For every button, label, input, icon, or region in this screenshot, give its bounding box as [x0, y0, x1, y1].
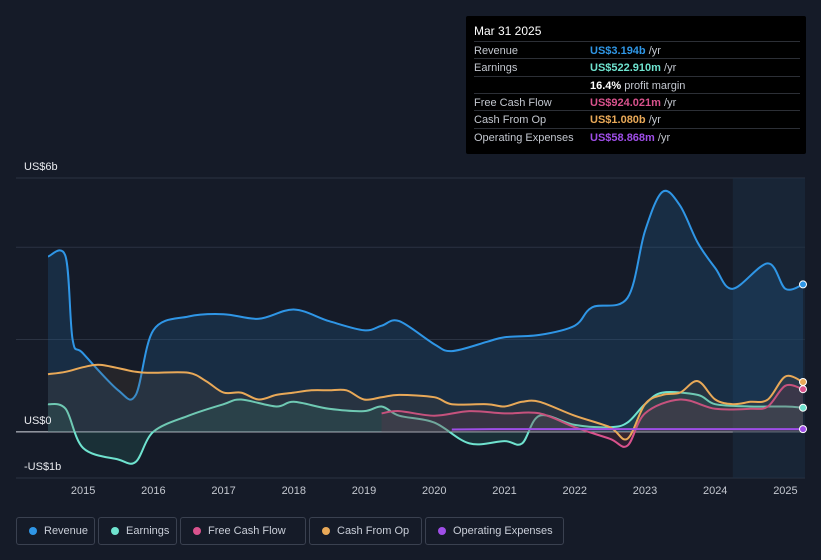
- series-endpoint-free-cash-flow: [799, 385, 807, 394]
- legend-dot-icon: [438, 527, 446, 535]
- tooltip-row-value: US$522.910m /yr: [590, 62, 676, 74]
- tooltip-panel: Mar 31 2025 Revenue US$3.194b /yr Earnings…: [466, 16, 806, 154]
- x-tick-label: 2017: [211, 485, 236, 497]
- legend-dot-icon: [322, 527, 330, 535]
- tooltip-value-unit: /yr: [660, 96, 677, 109]
- legend-label: Revenue: [44, 525, 89, 537]
- tooltip-date: Mar 31 2025: [474, 24, 542, 38]
- x-tick-label: 2018: [281, 485, 307, 497]
- tooltip-value-number: US$924.021m: [590, 96, 661, 109]
- legend-dot-icon: [111, 527, 119, 535]
- series-area-revenue: [48, 190, 803, 432]
- tooltip-row-value: 16.4% profit margin: [590, 80, 685, 92]
- legend-dot-icon: [193, 527, 201, 535]
- series-area-cash-from-op: [48, 364, 803, 440]
- tooltip-value-unit: /yr: [645, 114, 661, 127]
- y-tick-label: US$6b: [24, 161, 58, 173]
- tooltip-row-value: US$924.021m /yr: [590, 97, 676, 109]
- tooltip-row-value: US$3.194b /yr: [590, 45, 661, 57]
- series-layer: [47, 189, 804, 465]
- tooltip-row-label: Revenue: [474, 45, 519, 57]
- legend-item-free-cash-flow[interactable]: Free Cash Flow: [180, 517, 306, 545]
- tooltip-row-label: Earnings: [474, 62, 518, 75]
- tooltip-row-value: US$58.868m /yr: [590, 132, 670, 144]
- tooltip-value-number: 16.4%: [590, 79, 622, 92]
- legend-item-revenue[interactable]: Revenue: [16, 517, 95, 545]
- tooltip-row: Cash From Op US$1.080b /yr: [474, 110, 800, 128]
- legend-item-earnings[interactable]: Earnings: [98, 517, 177, 545]
- series-area-free-cash-flow: [381, 384, 803, 447]
- x-tick-label: 2022: [562, 485, 587, 497]
- tooltip-value-unit: profit margin: [621, 79, 686, 92]
- series-endpoint-revenue: [799, 280, 807, 289]
- legend-item-cash-from-op[interactable]: Cash From Op: [309, 517, 422, 545]
- x-tick-label: 2016: [141, 485, 166, 497]
- tooltip-row: Operating Expenses US$58.868m /yr: [474, 127, 800, 146]
- tooltip-row: Earnings US$522.910m /yr: [474, 58, 800, 76]
- tooltip-value-unit: /yr: [645, 45, 661, 57]
- y-tick-label: -US$1b: [24, 461, 62, 473]
- legend-label: Cash From Op: [337, 525, 410, 537]
- series-line-free-cash-flow: [381, 383, 804, 448]
- legend-label: Operating Expenses: [453, 525, 553, 537]
- x-tick-label: 2021: [492, 485, 517, 497]
- tooltip-value-number: US$3.194b: [590, 45, 646, 57]
- tooltip-row-value: US$1.080b /yr: [590, 114, 661, 126]
- marker-layer: [799, 280, 807, 434]
- legend-item-operating-expenses[interactable]: Operating Expenses: [425, 517, 564, 545]
- tooltip-value-unit: /yr: [654, 131, 671, 144]
- grid-lines: [16, 177, 805, 479]
- series-area-earnings: [48, 392, 803, 464]
- legend-label: Earnings: [126, 525, 170, 537]
- series-endpoint-operating-expenses: [799, 425, 807, 434]
- tooltip-row-label: Free Cash Flow: [474, 96, 552, 109]
- legend-dot-icon: [29, 527, 37, 535]
- series-endpoint-cash-from-op: [799, 378, 807, 386]
- y-tick-label: US$0: [24, 415, 52, 427]
- legend-label: Free Cash Flow: [208, 525, 286, 537]
- x-tick-label: 2019: [351, 485, 377, 497]
- series-endpoint-earnings: [799, 403, 807, 412]
- tooltip-row: Free Cash Flow US$924.021m /yr: [474, 92, 800, 111]
- tooltip-row-label: Cash From Op: [474, 114, 547, 127]
- x-tick-label: 2020: [422, 485, 447, 497]
- tooltip-value-number: US$58.868m: [590, 131, 655, 144]
- series-line-earnings: [47, 391, 804, 465]
- series-line-cash-from-op: [47, 363, 804, 441]
- tooltip-row: 16.4% profit margin: [474, 75, 800, 94]
- tooltip-value-number: US$522.910m: [590, 62, 661, 75]
- tooltip-row-label: Operating Expenses: [474, 131, 574, 144]
- forecast-band: [732, 178, 805, 478]
- x-tick-label: 2023: [632, 485, 658, 497]
- x-tick-label: 2015: [70, 485, 96, 497]
- tooltip-value-unit: /yr: [660, 62, 677, 75]
- x-tick-label: 2024: [702, 485, 728, 497]
- tooltip-value-number: US$1.080b: [590, 114, 646, 127]
- series-line-revenue: [47, 189, 804, 401]
- tooltip-row: Revenue US$3.194b /yr: [474, 41, 800, 59]
- x-tick-label: 2025: [773, 485, 798, 497]
